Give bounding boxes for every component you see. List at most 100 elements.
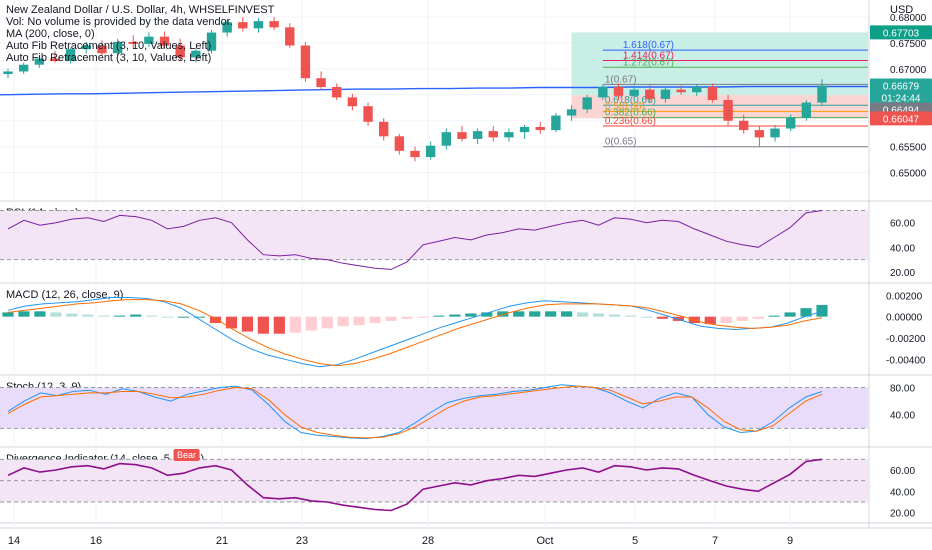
macd-histogram-bar bbox=[177, 316, 190, 318]
macd-histogram-bar bbox=[529, 311, 541, 317]
fib-level-label: 0.236(0.66) bbox=[605, 116, 656, 127]
macd-histogram-bar bbox=[305, 316, 317, 331]
macd-histogram-bar bbox=[577, 312, 589, 317]
macd-histogram-bar bbox=[513, 311, 525, 317]
candle-body bbox=[332, 87, 342, 98]
macd-histogram-bar bbox=[114, 315, 126, 317]
macd-histogram-bar bbox=[800, 308, 812, 317]
chart-title: New Zealand Dollar / U.S. Dollar, 4h, WH… bbox=[6, 4, 275, 16]
candle-body bbox=[316, 78, 326, 88]
indicator-tick-label: 80.00 bbox=[890, 383, 915, 394]
fib-level-label: 1.272(0.67) bbox=[623, 57, 674, 68]
time-tick-label: 14 bbox=[8, 535, 20, 547]
macd-histogram-bar bbox=[481, 312, 493, 317]
candle-body bbox=[144, 36, 154, 44]
candle-body bbox=[363, 106, 373, 122]
price-label-box bbox=[870, 78, 932, 93]
candle-body bbox=[253, 21, 264, 29]
fib-level-label: 0.5(0.66) bbox=[605, 101, 645, 112]
macd-histogram-bar bbox=[2, 312, 14, 317]
price-tick-label: 0.67500 bbox=[890, 39, 927, 50]
indicator-tick-label: 40.00 bbox=[890, 243, 915, 254]
price-tick-label: 0.65500 bbox=[890, 143, 927, 154]
candle-body bbox=[300, 45, 311, 79]
time-tick-label: 9 bbox=[787, 535, 793, 547]
candle-body bbox=[378, 121, 389, 137]
ma-200-line bbox=[0, 85, 868, 96]
macd-histogram-bar bbox=[545, 311, 557, 317]
divergence-pane[interactable]: Divergence Indicator (14, close, 5, 60, … bbox=[0, 449, 915, 520]
macd-histogram-bar bbox=[82, 314, 94, 317]
candle-body bbox=[269, 21, 279, 28]
macd-histogram-bar bbox=[497, 311, 509, 317]
price-label-box bbox=[870, 25, 932, 40]
price-label-text: 01:24:44 bbox=[882, 94, 921, 105]
price-label-text: 0.66047 bbox=[883, 114, 920, 125]
macd-histogram-bar bbox=[720, 316, 732, 324]
candle-body bbox=[128, 41, 138, 44]
indicator-legend-3: Auto Fib Retracement (3, 10, Values, Lef… bbox=[6, 52, 211, 64]
candle-body bbox=[707, 87, 718, 100]
macd-histogram-bar bbox=[241, 316, 253, 332]
candle-body bbox=[3, 71, 13, 75]
macd-histogram-bar bbox=[353, 316, 365, 326]
candle-body bbox=[191, 50, 201, 58]
macd-histogram-bar bbox=[784, 312, 796, 317]
candle-body bbox=[472, 131, 483, 139]
indicator-tick-label: 20.00 bbox=[890, 268, 915, 279]
candle-body bbox=[97, 45, 107, 54]
price-pane[interactable]: 1.618(0.67)1.414(0.67)1.272(0.67) 1(0.67)… bbox=[0, 4, 932, 180]
candle-body bbox=[598, 87, 608, 98]
macd-tick-label: 0.00000 bbox=[886, 313, 923, 324]
candle-body bbox=[535, 126, 545, 131]
price-label-box bbox=[870, 90, 932, 105]
candles bbox=[3, 16, 827, 162]
macd-histogram-bar bbox=[433, 315, 445, 317]
moving-average bbox=[0, 85, 868, 96]
candle-body bbox=[81, 45, 91, 50]
candle-body bbox=[394, 136, 405, 151]
macd-histogram-bar bbox=[369, 316, 381, 324]
candle-body bbox=[770, 128, 780, 138]
indicator-tick-label: 20.00 bbox=[890, 509, 915, 520]
candle-body bbox=[801, 102, 812, 118]
time-tick-label: Oct bbox=[536, 535, 553, 547]
candle-body bbox=[159, 36, 170, 46]
rsi-band bbox=[0, 210, 868, 260]
macd-histogram-bar bbox=[736, 316, 748, 321]
time-tick-label: 7 bbox=[712, 535, 718, 547]
macd-histogram-bar bbox=[385, 316, 397, 321]
time-tick-label: 16 bbox=[90, 535, 102, 547]
macd-histogram-bar bbox=[561, 311, 573, 317]
stoch-d-line bbox=[7, 385, 823, 439]
candle-body bbox=[206, 32, 217, 51]
macd-tick-label: -0.00200 bbox=[886, 334, 926, 345]
price-label-box bbox=[870, 111, 932, 126]
candle-body bbox=[676, 89, 686, 93]
macd-histogram-bar bbox=[417, 316, 429, 318]
macd-histogram-bar bbox=[130, 314, 142, 317]
candle-body bbox=[785, 117, 796, 129]
candle-body bbox=[34, 58, 45, 65]
divergence-line bbox=[7, 458, 823, 512]
price-label-text: 0.66494 bbox=[883, 106, 920, 117]
macd-histogram-bar bbox=[449, 314, 461, 317]
currency-label: USD bbox=[890, 4, 913, 16]
macd-histogram-bar bbox=[816, 304, 828, 317]
bear-badge-label: Bear bbox=[177, 450, 196, 460]
candle-body bbox=[238, 22, 248, 29]
time-tick-label: 23 bbox=[296, 535, 308, 547]
macd-pane[interactable]: MACD (12, 26, close, 9) 0.00200 0.00000 -0… bbox=[2, 289, 926, 368]
time-tick-label: 21 bbox=[216, 535, 228, 547]
macd-tick-label: -0.00400 bbox=[886, 355, 926, 366]
macd-histogram-bar bbox=[146, 315, 158, 317]
macd-histogram-bar bbox=[640, 316, 653, 318]
fib-level-label: 0(0.65) bbox=[605, 137, 637, 148]
candle-body bbox=[519, 126, 530, 133]
macd-histogram-bar bbox=[66, 313, 78, 317]
candle-body bbox=[50, 58, 60, 62]
